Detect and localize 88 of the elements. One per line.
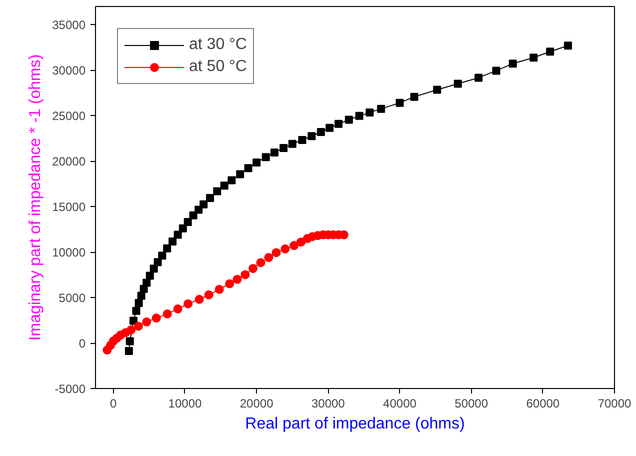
point: [194, 294, 204, 304]
point: [546, 48, 554, 56]
point: [178, 224, 187, 232]
point: [308, 132, 316, 140]
point: [240, 270, 250, 280]
point: [225, 279, 234, 288]
point: [228, 176, 236, 184]
y-tick-label: 15000: [52, 200, 86, 214]
point: [184, 299, 193, 308]
y-tick-label: 0: [78, 336, 86, 351]
y-tick-label: 25000: [52, 109, 86, 124]
point: [134, 322, 143, 331]
point: [530, 54, 538, 62]
point: [433, 86, 442, 94]
point: [410, 92, 418, 101]
point: [200, 200, 208, 208]
x-tick-label: 20000: [240, 396, 274, 410]
point: [214, 284, 224, 294]
point: [124, 347, 133, 356]
point: [264, 253, 274, 262]
point: [454, 80, 462, 88]
x-tick-label: 50000: [454, 396, 488, 410]
point: [163, 244, 172, 252]
point: [377, 104, 386, 113]
point: [168, 238, 177, 246]
y-tick-label: 35000: [52, 18, 86, 32]
point: [290, 241, 299, 250]
y-tick-label: 5000: [58, 291, 86, 306]
point: [213, 187, 222, 196]
point: [355, 112, 364, 120]
point: [134, 299, 143, 308]
point: [244, 164, 252, 172]
y-tick-label: 30000: [52, 64, 86, 78]
x-tick-label: 0: [110, 396, 118, 410]
point: [296, 238, 306, 247]
point: [248, 264, 258, 273]
point: [396, 98, 404, 107]
legend-label: at 50 °C: [189, 58, 247, 76]
point: [150, 264, 158, 273]
point: [220, 182, 228, 190]
point: [142, 317, 152, 326]
point: [152, 314, 161, 323]
point: [206, 194, 214, 202]
point: [280, 144, 288, 152]
point: [256, 258, 266, 268]
point: [492, 66, 500, 75]
point: [236, 170, 244, 178]
point: [288, 140, 296, 148]
point: [204, 290, 214, 300]
point: [184, 218, 192, 226]
x-tick-label: 40000: [383, 396, 417, 410]
x-tick-label: 70000: [598, 396, 632, 410]
point: [232, 274, 242, 284]
point: [142, 278, 151, 287]
point: [146, 272, 154, 280]
point: [564, 42, 572, 50]
y-tick-label: -5000: [54, 382, 86, 396]
point: [174, 230, 182, 239]
point: [272, 248, 281, 258]
x-tick-label: 10000: [168, 396, 202, 410]
point: [298, 136, 306, 144]
point: [344, 116, 353, 124]
x-axis-title: Real part of impedance (ohms): [245, 416, 465, 432]
legend-label: at 30 °C: [189, 36, 247, 54]
point: [252, 158, 261, 166]
point: [326, 124, 334, 132]
x-tick-label: 60000: [526, 396, 560, 410]
point: [280, 244, 290, 254]
point: [262, 153, 270, 162]
y-tick-label: 10000: [52, 246, 86, 260]
point: [474, 74, 483, 82]
point: [126, 337, 134, 346]
y-tick-label: 20000: [52, 154, 86, 169]
point: [173, 304, 182, 314]
point: [366, 108, 374, 116]
point: [158, 252, 166, 260]
y-axis-title: Imaginary part of impedance * -1 (ohms): [27, 54, 44, 341]
point: [132, 306, 140, 315]
point: [334, 120, 343, 128]
x-tick-label: 30000: [311, 396, 346, 410]
point: [316, 128, 325, 136]
point: [162, 309, 172, 318]
point: [154, 258, 162, 266]
point: [270, 148, 278, 156]
point: [129, 316, 138, 325]
point: [508, 60, 517, 68]
point: [126, 325, 136, 334]
point: [189, 211, 198, 220]
